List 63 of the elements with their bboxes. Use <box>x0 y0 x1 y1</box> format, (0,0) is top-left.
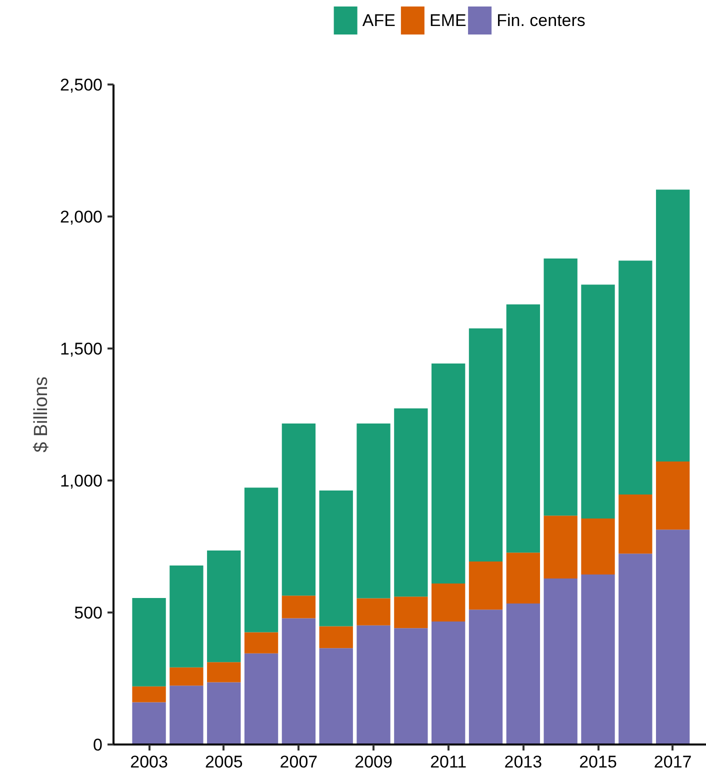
bar <box>132 686 166 702</box>
bar <box>319 648 353 744</box>
bar <box>244 488 278 632</box>
bar <box>132 702 166 744</box>
bar <box>244 632 278 654</box>
bar <box>581 284 615 519</box>
legend-label: EME <box>429 11 466 30</box>
bar <box>581 518 615 574</box>
bar <box>506 552 540 604</box>
bar <box>656 190 690 462</box>
bar <box>618 260 652 494</box>
bar <box>132 598 166 686</box>
x-tick-label: 2011 <box>430 752 467 772</box>
bar <box>432 364 466 584</box>
bar <box>432 621 466 744</box>
bar <box>394 628 428 744</box>
y-tick-label: 1,500 <box>60 340 103 358</box>
bar <box>207 682 241 744</box>
bar <box>544 258 578 516</box>
x-tick-label: 2007 <box>280 752 318 772</box>
bar <box>656 530 690 744</box>
bar <box>356 423 390 598</box>
bar <box>618 494 652 554</box>
bar <box>506 304 540 553</box>
x-tick-label: 2013 <box>504 752 542 772</box>
bar <box>282 596 316 618</box>
bar <box>170 566 204 668</box>
y-axis-title: $ Billions <box>30 376 52 453</box>
bar <box>207 550 241 662</box>
x-tick-label: 2005 <box>204 752 243 772</box>
bar <box>319 490 353 626</box>
bar <box>432 583 466 622</box>
x-tick-label: 2017 <box>654 752 692 772</box>
x-tick-label: 2003 <box>130 752 168 772</box>
bar <box>468 328 503 562</box>
bar <box>356 625 390 744</box>
x-tick-label: 2009 <box>354 752 392 772</box>
y-tick-label: 1,000 <box>60 472 103 490</box>
legend-label: Fin. centers <box>496 11 586 30</box>
bar <box>581 574 615 744</box>
y-tick-label: 2,500 <box>60 76 103 94</box>
bar <box>207 662 241 682</box>
y-tick-label: 0 <box>93 736 103 754</box>
bar <box>356 598 390 626</box>
bar <box>394 408 428 597</box>
y-tick-label: 500 <box>74 604 103 622</box>
x-tick-label: 2015 <box>579 752 617 772</box>
bar <box>282 423 316 596</box>
bar <box>544 516 578 578</box>
bar <box>544 578 578 744</box>
bar <box>618 554 652 744</box>
bar <box>319 626 353 648</box>
bar <box>468 562 503 610</box>
bar <box>506 604 540 744</box>
bar <box>656 461 690 530</box>
legend-label: AFE <box>362 11 396 30</box>
y-tick-label: 2,000 <box>60 208 103 226</box>
bar <box>282 618 316 744</box>
bar <box>394 596 428 628</box>
bar <box>170 686 204 744</box>
bar <box>468 610 503 744</box>
bar <box>170 667 204 686</box>
bar <box>244 653 278 744</box>
